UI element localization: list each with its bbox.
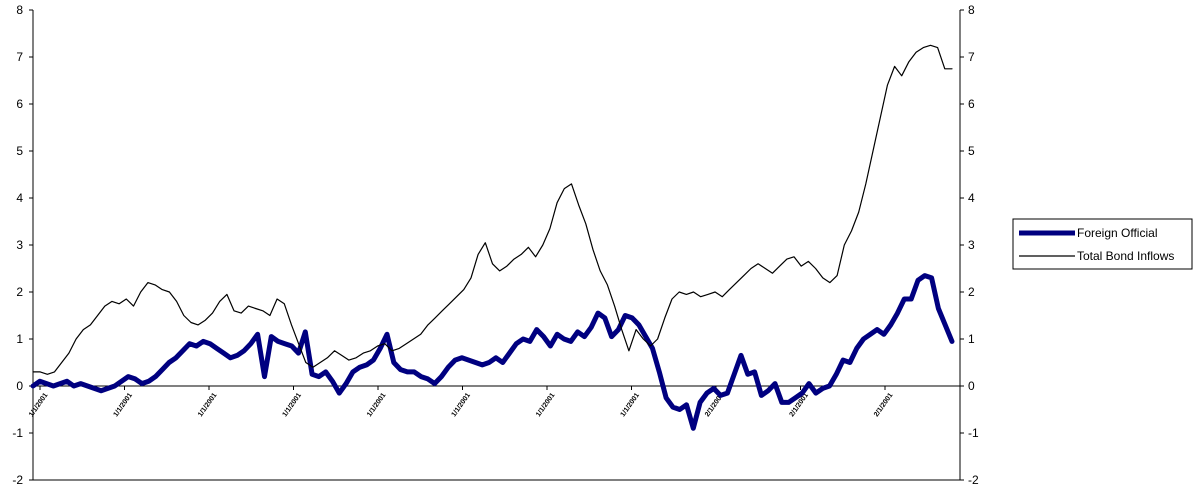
y-tick-label: 8 [16, 3, 23, 17]
y-tick-label: 5 [16, 144, 23, 158]
secondary-y-tick-label: 5 [968, 144, 975, 158]
x-tick-label: 1/1/2001 [28, 392, 49, 418]
axes: -2 -1 0 1 2 3 4 5 6 7 8 -2 -1 0 1 2 3 4 5 6 7 8 1/1/2001 1/1/20… [12, 3, 979, 487]
secondary-y-tick-label: -1 [968, 426, 979, 440]
series-layer [30, 44, 955, 431]
secondary-y-tick-label: 8 [968, 3, 975, 17]
y-tick-label: 3 [16, 238, 23, 252]
series-line-foreign-official [30, 273, 955, 431]
secondary-y-tick-label: 6 [968, 97, 975, 111]
secondary-y-tick-label: 0 [968, 379, 975, 393]
y-tick-label: 4 [16, 191, 23, 205]
secondary-y-tick-label: 4 [968, 191, 975, 205]
y-tick-label: 7 [16, 50, 23, 64]
y-tick-label: 0 [16, 379, 23, 393]
secondary-y-tick-label: 1 [968, 332, 975, 346]
y-tick-label: 6 [16, 97, 23, 111]
x-tick-label: 1/1/2001 [113, 392, 134, 418]
x-tick-label: 1/1/2001 [197, 392, 218, 418]
y-tick-label: 2 [16, 285, 23, 299]
y-tick-label: -1 [12, 426, 23, 440]
legend-label: Total Bond Inflows [1077, 249, 1174, 263]
legend: Foreign Official Total Bond Inflows [1012, 218, 1193, 270]
y-tick-label: 1 [16, 332, 23, 346]
secondary-y-tick-label: -2 [968, 473, 979, 487]
legend-box [1012, 218, 1193, 270]
y-tick-label: -2 [12, 473, 23, 487]
x-tick-label: 1/1/2001 [620, 392, 641, 418]
secondary-y-tick-label: 7 [968, 50, 975, 64]
secondary-y-tick-label: 2 [968, 285, 975, 299]
series-line-total-bond-inflows [32, 44, 953, 375]
x-tick-label: 1/1/2001 [535, 392, 556, 418]
x-tick-label: 1/1/2001 [282, 392, 303, 418]
legend-label: Foreign Official [1077, 226, 1157, 240]
x-tick-label: 1/1/2001 [451, 392, 472, 418]
x-tick-label: 2/1/2001 [873, 392, 894, 418]
secondary-y-tick-label: 3 [968, 238, 975, 252]
x-tick-label: 1/1/2001 [366, 392, 387, 418]
